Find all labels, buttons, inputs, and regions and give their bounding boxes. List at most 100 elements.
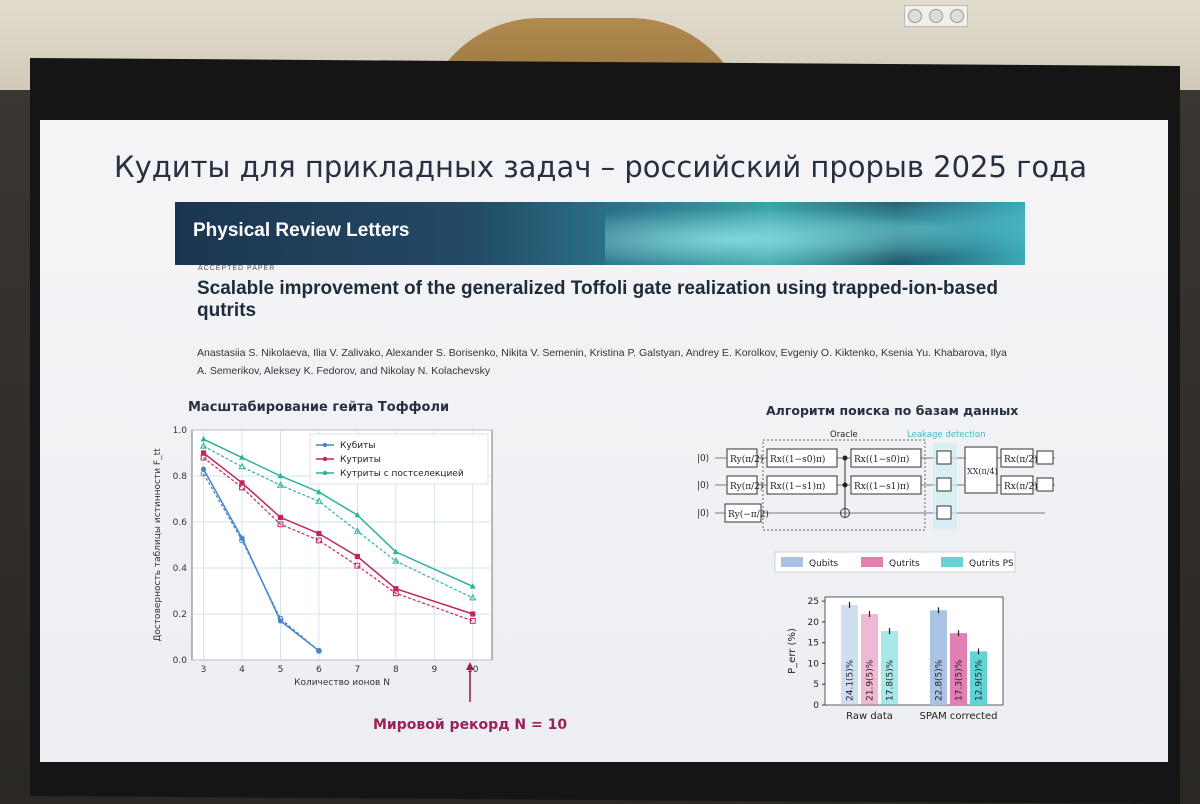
data-point <box>316 648 322 654</box>
data-point <box>315 497 323 504</box>
series-dashed-line <box>203 473 320 652</box>
y-tick-label: 10 <box>808 659 820 669</box>
x-tick-label: 7 <box>355 665 361 675</box>
data-point <box>200 466 207 472</box>
y-tick-label: 25 <box>808 597 819 607</box>
xx-gate-label: XX(π/4) <box>967 467 998 476</box>
legend-marker <box>322 442 328 448</box>
y-tick-label: 1.0 <box>173 426 188 436</box>
bar-value-label: 12.9(5)% <box>975 659 985 701</box>
bar-legend-label: Qutrits PS <box>969 559 1014 569</box>
y-tick-label: 0.4 <box>173 564 188 574</box>
data-point <box>239 480 245 486</box>
y-tick-label: 0.8 <box>173 472 188 482</box>
svg-text:Ry(π/2): Ry(π/2) <box>730 481 763 492</box>
data-point <box>277 472 284 479</box>
y-axis-label: Достоверность таблицы истинности F_tt <box>153 448 163 642</box>
x-tick-label: 8 <box>393 665 399 675</box>
bar-value-label: 24.1(5)% <box>846 659 856 701</box>
svg-text:Ry(−π/2): Ry(−π/2) <box>728 509 769 520</box>
bar-y-axis-label: P_err (%) <box>787 628 798 674</box>
bar <box>881 631 898 705</box>
svg-text:Rx(π/2): Rx(π/2) <box>1004 481 1038 492</box>
category-label: Raw data <box>846 711 893 722</box>
world-record-note: Мировой рекорд N = 10 <box>373 717 568 733</box>
bar-legend-label: Qubits <box>809 559 839 569</box>
y-tick-label: 0.6 <box>173 518 188 528</box>
data-point <box>354 511 361 518</box>
data-point <box>316 537 322 544</box>
banner-decoration <box>605 202 1025 265</box>
bar-legend-swatch <box>861 557 883 567</box>
svg-text:Rx((1−s1)π): Rx((1−s1)π) <box>854 481 909 492</box>
data-point <box>239 484 245 491</box>
y-tick-label: 0 <box>813 701 819 711</box>
data-point <box>392 557 400 564</box>
y-tick-label: 0.0 <box>173 656 188 666</box>
y-tick-label: 15 <box>808 639 819 649</box>
toffoli-section-title: Масштабирование гейта Тоффоли <box>188 400 450 415</box>
oracle-label: Oracle <box>830 430 858 440</box>
data-point <box>276 481 285 488</box>
data-point <box>200 436 207 442</box>
bar-value-label: 17.8(5)% <box>886 659 896 701</box>
legend-label: Кутриты с постселекцией <box>340 469 464 479</box>
bar-legend-swatch <box>781 557 803 567</box>
y-tick-label: 5 <box>813 680 819 690</box>
legend-marker <box>322 470 328 476</box>
data-point <box>316 647 322 654</box>
paper-authors: Anastasiia S. Nikolaeva, Ilia V. Zalivak… <box>197 347 1007 377</box>
data-point <box>277 615 284 622</box>
accepted-label: ACCEPTED PAPER <box>198 265 276 272</box>
slide-title: Кудиты для прикладных задач – российский… <box>114 150 1087 184</box>
data-point <box>354 562 361 569</box>
ket-0: |0⟩ <box>697 454 709 464</box>
svg-text:Rx((1−s0)π): Rx((1−s0)π) <box>770 454 825 465</box>
x-tick-label: 6 <box>316 665 322 675</box>
data-point <box>470 611 476 617</box>
error-bar-chart: Qubits Qutrits Qutrits PS 0 5 10 15 20 25 P_err (… <box>774 551 1016 722</box>
svg-text:Ry(π/2): Ry(π/2) <box>730 454 763 465</box>
x-tick-label: 9 <box>431 665 437 675</box>
bar <box>930 610 947 705</box>
y-tick-label: 20 <box>808 618 820 628</box>
data-point <box>393 586 399 592</box>
data-point <box>239 454 245 460</box>
journal-banner: Physical Review Letters <box>175 202 1025 265</box>
bar-value-label: 22.8(5)% <box>935 659 945 701</box>
legend-box <box>309 433 489 485</box>
category-label: SPAM corrected <box>920 711 998 722</box>
data-point <box>200 450 207 456</box>
data-point <box>200 454 207 461</box>
grover-circuit-diagram: |0⟩ |0⟩ |0⟩ Ry(π/2) Ry(π/2) Ry(−π/2) Ora… <box>697 430 1055 531</box>
data-point <box>354 553 360 560</box>
data-point <box>200 470 207 477</box>
ket-1: |0⟩ <box>697 481 709 491</box>
projected-slide: Кудиты для прикладных задач – российский… <box>40 120 1168 762</box>
x-axis-label: Количество ионов N <box>294 678 390 688</box>
bar <box>861 614 878 705</box>
bar <box>841 604 858 705</box>
series-dashed-line <box>203 457 473 622</box>
data-point <box>238 462 246 470</box>
data-point <box>277 521 284 528</box>
data-point <box>469 618 476 624</box>
data-point <box>469 583 476 589</box>
bar-legend-swatch <box>941 557 963 567</box>
x-tick-label: 5 <box>278 665 284 675</box>
data-point <box>277 514 284 520</box>
svg-text:Rx((1−s0)π): Rx((1−s0)π) <box>854 454 909 465</box>
data-point <box>392 548 399 555</box>
svg-text:Rx(π/2): Rx(π/2) <box>1004 454 1038 465</box>
power-sockets <box>904 5 968 27</box>
svg-text:Rx((1−s1)π): Rx((1−s1)π) <box>770 481 825 492</box>
bar-legend-label: Qutrits <box>889 559 920 569</box>
data-point <box>239 537 245 544</box>
bar <box>970 651 987 705</box>
bar <box>950 633 967 705</box>
x-tick-label: 3 <box>201 665 207 675</box>
data-point <box>315 488 322 495</box>
data-point <box>316 530 322 537</box>
leakage-label: Leakage detection <box>907 430 985 440</box>
data-point <box>199 442 208 449</box>
